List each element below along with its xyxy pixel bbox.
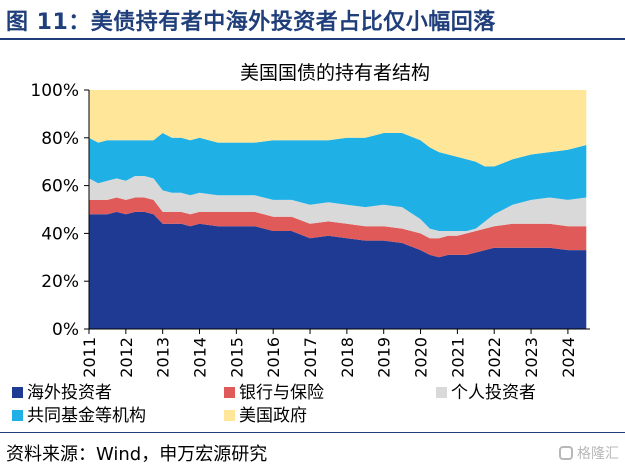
title-rule: [0, 38, 625, 40]
legend-swatch: [224, 387, 235, 398]
figure-title: 图 11：美债持有者中海外投资者占比仅小幅回落: [6, 10, 496, 35]
legend-swatch: [436, 387, 447, 398]
area-series-1: [89, 211, 587, 329]
x-tick-label: 2015: [227, 337, 246, 378]
x-tick-label: 2016: [264, 337, 283, 378]
legend-label: 个人投资者: [451, 383, 536, 403]
y-tick-label: 60%: [41, 177, 79, 197]
x-tick-label: 2018: [338, 337, 357, 378]
legend-label: 美国政府: [239, 406, 307, 426]
legend-swatch: [224, 410, 235, 421]
x-tick-label: 2022: [485, 337, 504, 378]
watermark-logo-icon: [559, 446, 573, 460]
legend-label: 共同基金等机构: [27, 406, 146, 426]
y-tick-label: 20%: [41, 272, 79, 292]
area-series-2: [89, 197, 587, 258]
y-tick-label: 100%: [30, 81, 79, 101]
y-tick-label: 80%: [41, 129, 79, 149]
source-note: 资料来源：Wind，申万宏源研究: [6, 444, 268, 465]
x-tick-label: 2011: [80, 337, 99, 378]
watermark-text: 格隆汇: [577, 446, 619, 462]
area-series-5: [89, 90, 587, 167]
area-series-4: [89, 133, 587, 231]
x-tick-label: 2024: [559, 337, 578, 378]
x-tick-label: 2014: [191, 337, 210, 378]
x-tick-label: 2021: [448, 337, 467, 378]
legend-swatch: [12, 387, 23, 398]
x-tick-label: 2019: [375, 337, 394, 378]
y-axis: 0% 20% 40% 60% 80% 100%: [30, 81, 90, 340]
legend-swatch: [12, 410, 23, 421]
watermark: 格隆汇: [559, 443, 619, 463]
x-tick-label: 2013: [154, 337, 173, 378]
area-series-3: [89, 176, 587, 239]
x-axis: 2011 2012 2013 2014 2015 2016 2017 2018 2019 2020…: [80, 328, 590, 378]
x-tick-label: 2012: [117, 337, 136, 378]
source-rule: [0, 432, 625, 433]
x-tick-label: 2020: [412, 337, 431, 378]
legend-label: 银行与保险: [239, 383, 324, 403]
x-tick-label: 2023: [522, 337, 541, 378]
y-tick-label: 0%: [52, 320, 79, 340]
chart-title: 美国国债的持有者结构: [240, 62, 430, 84]
series-areas: [89, 90, 587, 329]
y-tick-label: 40%: [41, 224, 79, 244]
x-tick-label: 2017: [301, 337, 320, 378]
legend-label: 海外投资者: [27, 383, 112, 403]
